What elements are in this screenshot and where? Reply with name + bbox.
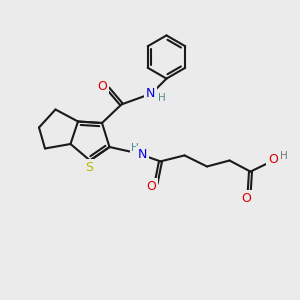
Text: N: N bbox=[146, 87, 155, 100]
Text: O: O bbox=[268, 153, 278, 167]
Text: H: H bbox=[280, 151, 288, 161]
Text: H: H bbox=[131, 142, 139, 153]
Text: O: O bbox=[241, 192, 251, 205]
Text: H: H bbox=[158, 93, 166, 103]
Text: O: O bbox=[147, 180, 156, 193]
Text: N: N bbox=[138, 148, 147, 161]
Text: S: S bbox=[85, 160, 93, 174]
Text: O: O bbox=[98, 80, 107, 94]
